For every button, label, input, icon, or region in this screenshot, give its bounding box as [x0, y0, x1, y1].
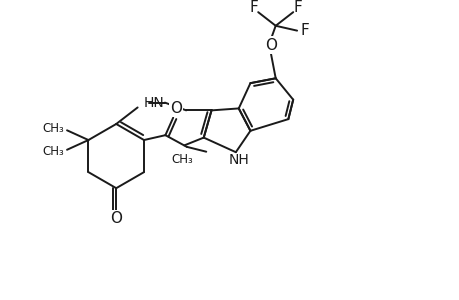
Text: CH₃: CH₃ — [42, 122, 64, 135]
Text: O: O — [110, 211, 122, 226]
Text: HN: HN — [143, 96, 164, 110]
Text: F: F — [293, 0, 302, 15]
Text: F: F — [300, 23, 308, 38]
Text: CH₃: CH₃ — [171, 153, 193, 166]
Text: O: O — [264, 38, 276, 53]
Text: O: O — [170, 101, 182, 116]
Text: NH: NH — [228, 153, 249, 167]
Text: F: F — [249, 0, 258, 15]
Text: CH₃: CH₃ — [42, 145, 64, 158]
